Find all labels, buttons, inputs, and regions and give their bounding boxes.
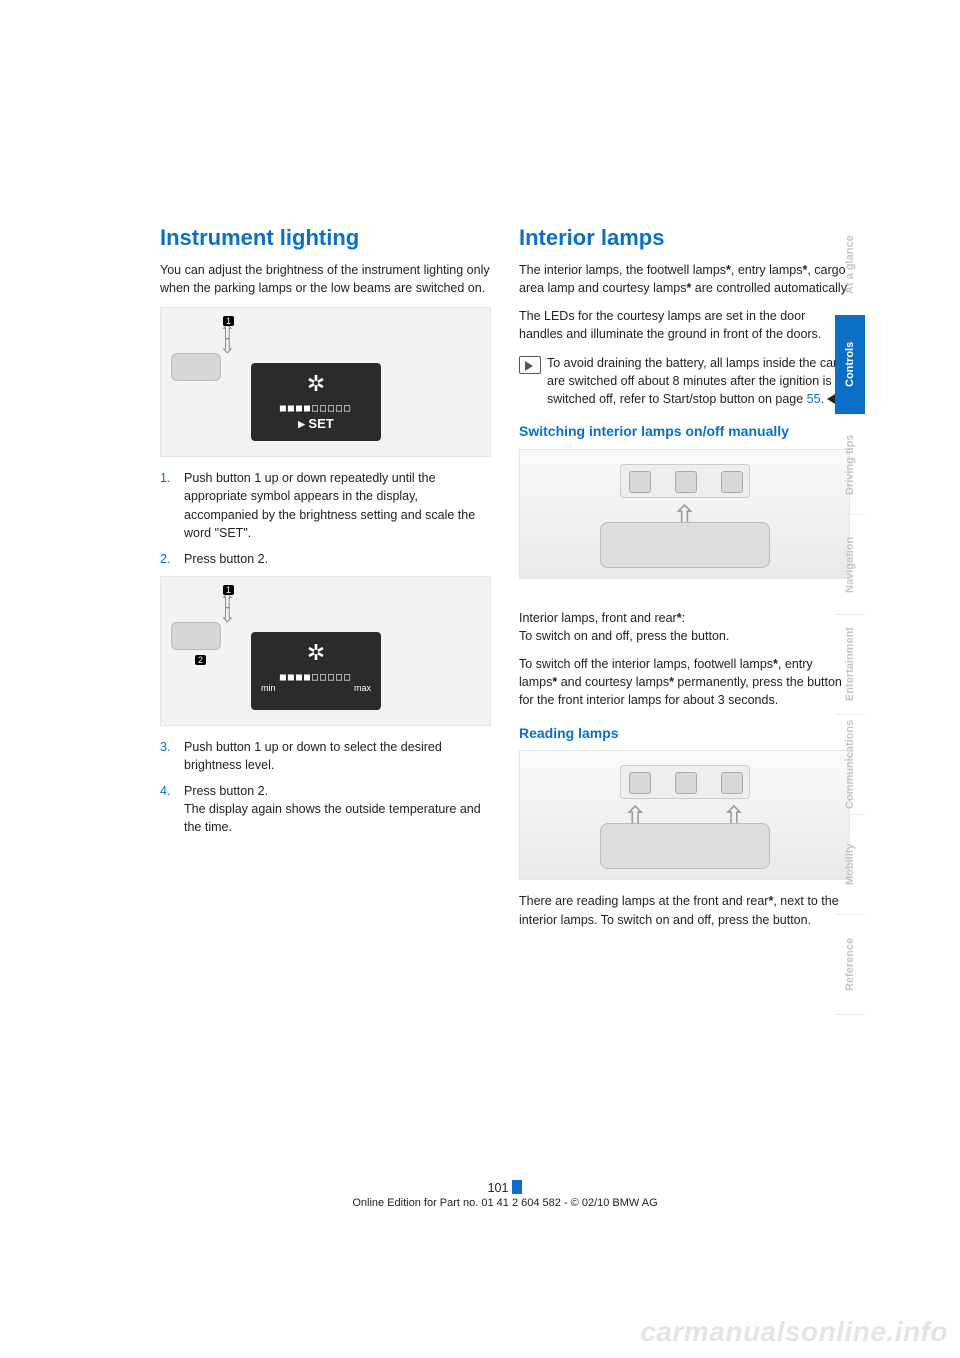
side-tab-strip: At a glance Controls Driving tips Naviga… — [835, 215, 865, 1015]
knob-icon — [171, 353, 221, 381]
text-fragment: The interior lamps, the footwell lamps — [519, 263, 726, 277]
up-down-arrow-icon: ⇧⇩ — [219, 326, 236, 354]
right-column: Interior lamps The interior lamps, the f… — [519, 225, 850, 939]
mirror-illustration — [600, 823, 770, 869]
page-footer: 101 Online Edition for Part no. 01 41 2 … — [160, 1180, 850, 1209]
figure-instrument-set: ⇧⇩ 1 ✲ ■■■■□□□□□ SET — [160, 307, 491, 457]
step-text: Push button 1 up or down to select the d… — [184, 738, 491, 774]
step-1: 1. Push button 1 up or down repeatedly u… — [160, 469, 491, 542]
callout-1: 1 — [223, 316, 234, 326]
up-down-arrow-icon: ⇧⇩ — [219, 595, 236, 623]
brightness-bars: ■■■■□□□□□ — [251, 672, 381, 683]
paragraph-switch-off: To switch off the interior lamps, footwe… — [519, 655, 850, 709]
tab-at-a-glance[interactable]: At a glance — [835, 215, 865, 315]
mirror-illustration — [600, 522, 770, 568]
paragraph-reading-lamps: There are reading lamps at the front and… — [519, 892, 850, 928]
watermark-text: carmanualsonline.info — [640, 1316, 948, 1348]
paragraph-auto-control: The interior lamps, the footwell lamps*,… — [519, 261, 850, 297]
brightness-bars: ■■■■□□□□□ — [251, 403, 381, 414]
step-number: 3. — [160, 738, 184, 774]
lamp-button-left — [629, 471, 651, 493]
step-number: 2. — [160, 550, 184, 568]
edition-line: Online Edition for Part no. 01 41 2 604 … — [160, 1197, 850, 1209]
step-text: Press button 2. — [184, 550, 491, 568]
brightness-icon: ✲ — [251, 371, 381, 397]
page-link-55[interactable]: 55 — [807, 392, 821, 406]
callout-1: 1 — [223, 585, 234, 595]
set-label: SET — [251, 416, 381, 432]
note-end: . — [821, 392, 824, 406]
step-2: 2. Press button 2. — [160, 550, 491, 568]
note-paragraph: To avoid draining the battery, all lamps… — [519, 354, 850, 408]
tab-mobility[interactable]: Mobility — [835, 815, 865, 915]
reading-lamp-left — [629, 772, 651, 794]
left-column: Instrument lighting You can adjust the b… — [160, 225, 491, 939]
callout-2: 2 — [195, 655, 206, 665]
ceiling-panel — [620, 765, 750, 799]
reading-lamp-right — [721, 772, 743, 794]
lamp-button-right — [721, 471, 743, 493]
tab-reference[interactable]: Reference — [835, 915, 865, 1015]
heading-instrument-lighting: Instrument lighting — [160, 225, 491, 251]
steps-list-b: 3. Push button 1 up or down to select th… — [160, 738, 491, 837]
figure-reading-lamps: ⇧ ⇧ — [519, 750, 850, 880]
tab-communications[interactable]: Communications — [835, 715, 865, 815]
note-triangle-icon — [519, 356, 541, 374]
page-marker-icon — [512, 1180, 522, 1194]
step-number: 1. — [160, 469, 184, 542]
steps-list-a: 1. Push button 1 up or down repeatedly u… — [160, 469, 491, 568]
two-column-layout: Instrument lighting You can adjust the b… — [160, 225, 850, 939]
step-3: 3. Push button 1 up or down to select th… — [160, 738, 491, 774]
subhead-reading-lamps: Reading lamps — [519, 724, 850, 743]
heading-interior-lamps: Interior lamps — [519, 225, 850, 251]
ceiling-panel — [620, 464, 750, 498]
tab-controls[interactable]: Controls — [835, 315, 865, 415]
paragraph-front-rear: Interior lamps, front and rear*: To swit… — [519, 591, 850, 645]
figure-interior-lamps: ⇧ — [519, 449, 850, 579]
page-number: 101 — [488, 1181, 509, 1195]
step-text: Push button 1 up or down repeatedly unti… — [184, 469, 491, 542]
display-box: ✲ ■■■■□□□□□ min max — [251, 632, 381, 710]
max-label: max — [354, 683, 371, 693]
note-text: To avoid draining the battery, all lamps… — [547, 356, 837, 406]
step-number: 4. — [160, 782, 184, 836]
display-box: ✲ ■■■■□□□□□ SET — [251, 363, 381, 441]
tab-navigation[interactable]: Navigation — [835, 515, 865, 615]
text-fragment: To switch off the interior lamps, footwe… — [519, 657, 773, 671]
paragraph-leds: The LEDs for the courtesy lamps are set … — [519, 307, 850, 343]
lamp-button-center — [675, 772, 697, 794]
lamp-button-center — [675, 471, 697, 493]
step-4: 4. Press button 2. The display again sho… — [160, 782, 491, 836]
text-fragment: , entry lamps — [731, 263, 803, 277]
text-fragment: are controlled automatically. — [691, 281, 849, 295]
text-fragment: There are reading lamps at the front and… — [519, 894, 768, 908]
text-fragment: and courtesy lamps — [557, 675, 669, 689]
min-label: min — [261, 683, 276, 693]
knob-icon — [171, 622, 221, 650]
page-content: Instrument lighting You can adjust the b… — [160, 225, 850, 1245]
step-text: Press button 2. The display again shows … — [184, 782, 491, 836]
figure-instrument-minmax: ⇧⇩ 1 2 ✲ ■■■■□□□□□ min max — [160, 576, 491, 726]
text-fragment: Interior lamps, front and rear — [519, 611, 677, 625]
brightness-icon: ✲ — [251, 640, 381, 666]
subhead-switching-manual: Switching interior lamps on/off manually — [519, 422, 850, 441]
intro-paragraph: You can adjust the brightness of the ins… — [160, 261, 491, 297]
end-marker-icon — [827, 394, 835, 404]
tab-driving-tips[interactable]: Driving tips — [835, 415, 865, 515]
tab-entertainment[interactable]: Entertainment — [835, 615, 865, 715]
page-number-row: 101 — [160, 1180, 850, 1195]
